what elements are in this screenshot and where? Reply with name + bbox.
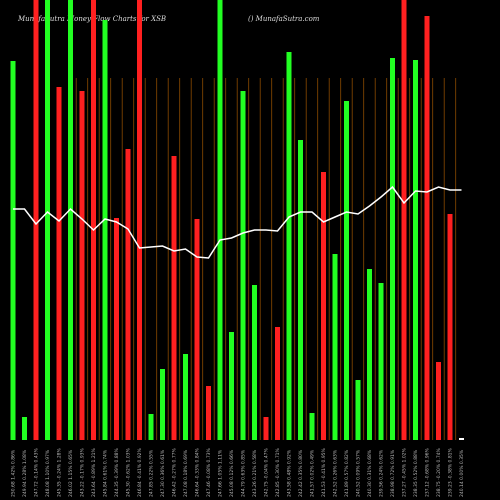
x-tick-label: 240.30 0.31% 0.68% (367, 449, 373, 497)
x-tick-label: 239.56 0.24% 0.62% (379, 449, 385, 497)
bar (160, 369, 165, 440)
bar (171, 156, 177, 440)
bar (275, 327, 280, 440)
bar (33, 0, 39, 440)
x-tick-label: 247.72 -0.14% 0.43% (34, 447, 40, 497)
bar (401, 0, 407, 440)
bar (390, 58, 395, 440)
x-tick-label: 247.08 0.18% 0.69% (183, 449, 189, 497)
bar (45, 0, 50, 440)
x-tick-label: 248.08 1.10% 0.97% (45, 449, 51, 497)
x-tick-label: 238.75 -0.20% 0.74% (436, 447, 442, 497)
x-tick-label: 247.46 -0.08% 0.73% (206, 447, 212, 497)
bar (183, 354, 188, 440)
x-tick-label: 242.42 0.35% 0.80% (298, 449, 304, 497)
bar (125, 149, 131, 440)
bar (194, 219, 200, 440)
x-tick-label: 243.26 0.21% 0.58% (252, 449, 258, 497)
x-tick-label: 240.14 0.00% 0.35% (459, 449, 465, 497)
bar (137, 0, 142, 440)
x-tick-label: 244.79 0.63% 0.85% (241, 449, 247, 497)
x-tick-label: 237.12 -0.68% 0.96% (425, 447, 431, 497)
bar (240, 91, 246, 440)
x-tick-label: 241.53 -0.41% 0.95% (321, 447, 327, 497)
x-tick-label: 250.68 1.42% 0.86% (11, 449, 17, 497)
x-tick-label: 244.35 -0.39% 0.88% (114, 447, 120, 497)
x-tick-label: 246.84 -0.41% 0.92% (137, 447, 143, 497)
x-tick-label: 246.64 -0.33% 0.84% (195, 447, 201, 497)
bar (447, 214, 453, 440)
x-tick-label: 238.98 0.72% 0.91% (390, 449, 396, 497)
bar (252, 285, 257, 440)
x-tick-label: 242.85 -0.30% 0.71% (275, 447, 281, 497)
x-tick-label: 241.89 0.57% 0.82% (344, 449, 350, 497)
x-tick-label: 249.94 0.28% 1.08% (22, 449, 28, 497)
x-tick-label: 246.02 1.15% 0.65% (68, 449, 74, 497)
x-tick-label: 243.64 -0.89% 1.21% (91, 447, 97, 497)
bar (229, 332, 234, 440)
x-tick-label: 240.52 0.09% 0.57% (356, 449, 362, 497)
x-tick-label: 243.22 -0.17% 0.93% (80, 447, 86, 497)
bar (22, 417, 27, 440)
bar (367, 269, 372, 440)
bar (102, 20, 108, 440)
bar (263, 417, 269, 440)
bar (436, 362, 441, 440)
x-tick-label: 247.66 1.05% 1.11% (218, 449, 224, 497)
x-tick-label: 238.35 0.52% 0.88% (413, 449, 419, 497)
bar (321, 172, 326, 440)
x-tick-label: 241.57 0.02% 0.49% (310, 449, 316, 497)
bar (459, 438, 464, 440)
x-tick-label: 247.30 0.36% 0.61% (160, 449, 166, 497)
x-tick-label: 243.58 0.48% 0.92% (287, 449, 293, 497)
bar (56, 87, 62, 440)
bar (378, 283, 384, 440)
bar (114, 218, 119, 440)
bar (344, 101, 349, 440)
bar (286, 52, 292, 440)
x-tick-label: 245.30 -0.62% 1.03% (126, 447, 132, 497)
x-tick-label: 247.85 0.22% 0.55% (149, 449, 155, 497)
bar (298, 140, 303, 440)
bar (10, 61, 16, 440)
bar (68, 0, 73, 440)
bar (91, 0, 96, 440)
x-tick-label: 245.84 0.61% 0.74% (103, 449, 109, 497)
x-tick-label: 242.75 -0.04% 0.47% (264, 447, 270, 497)
bar (332, 254, 338, 440)
bar (309, 413, 315, 440)
chart-subtitle: () MunafaSutra.com (248, 15, 320, 23)
bar (206, 386, 211, 440)
bar (424, 16, 430, 440)
bar (413, 60, 418, 440)
x-tick-label: 242.52 0.26% 0.63% (333, 449, 339, 497)
bar (148, 414, 154, 440)
flow-line (13, 185, 462, 259)
x-tick-label: 245.08 0.12% 0.66% (229, 449, 235, 497)
x-tick-label: 246.42 -0.27% 0.77% (172, 447, 178, 497)
bar (79, 91, 85, 440)
x-tick-label: 245.35 -0.24% 1.28% (57, 447, 63, 497)
x-tick-label: 239.23 -0.38% 0.81% (448, 447, 454, 497)
x-tick-label: 237.27 -0.45% 1.02% (402, 447, 408, 497)
bar (355, 380, 361, 440)
bar (217, 0, 223, 440)
